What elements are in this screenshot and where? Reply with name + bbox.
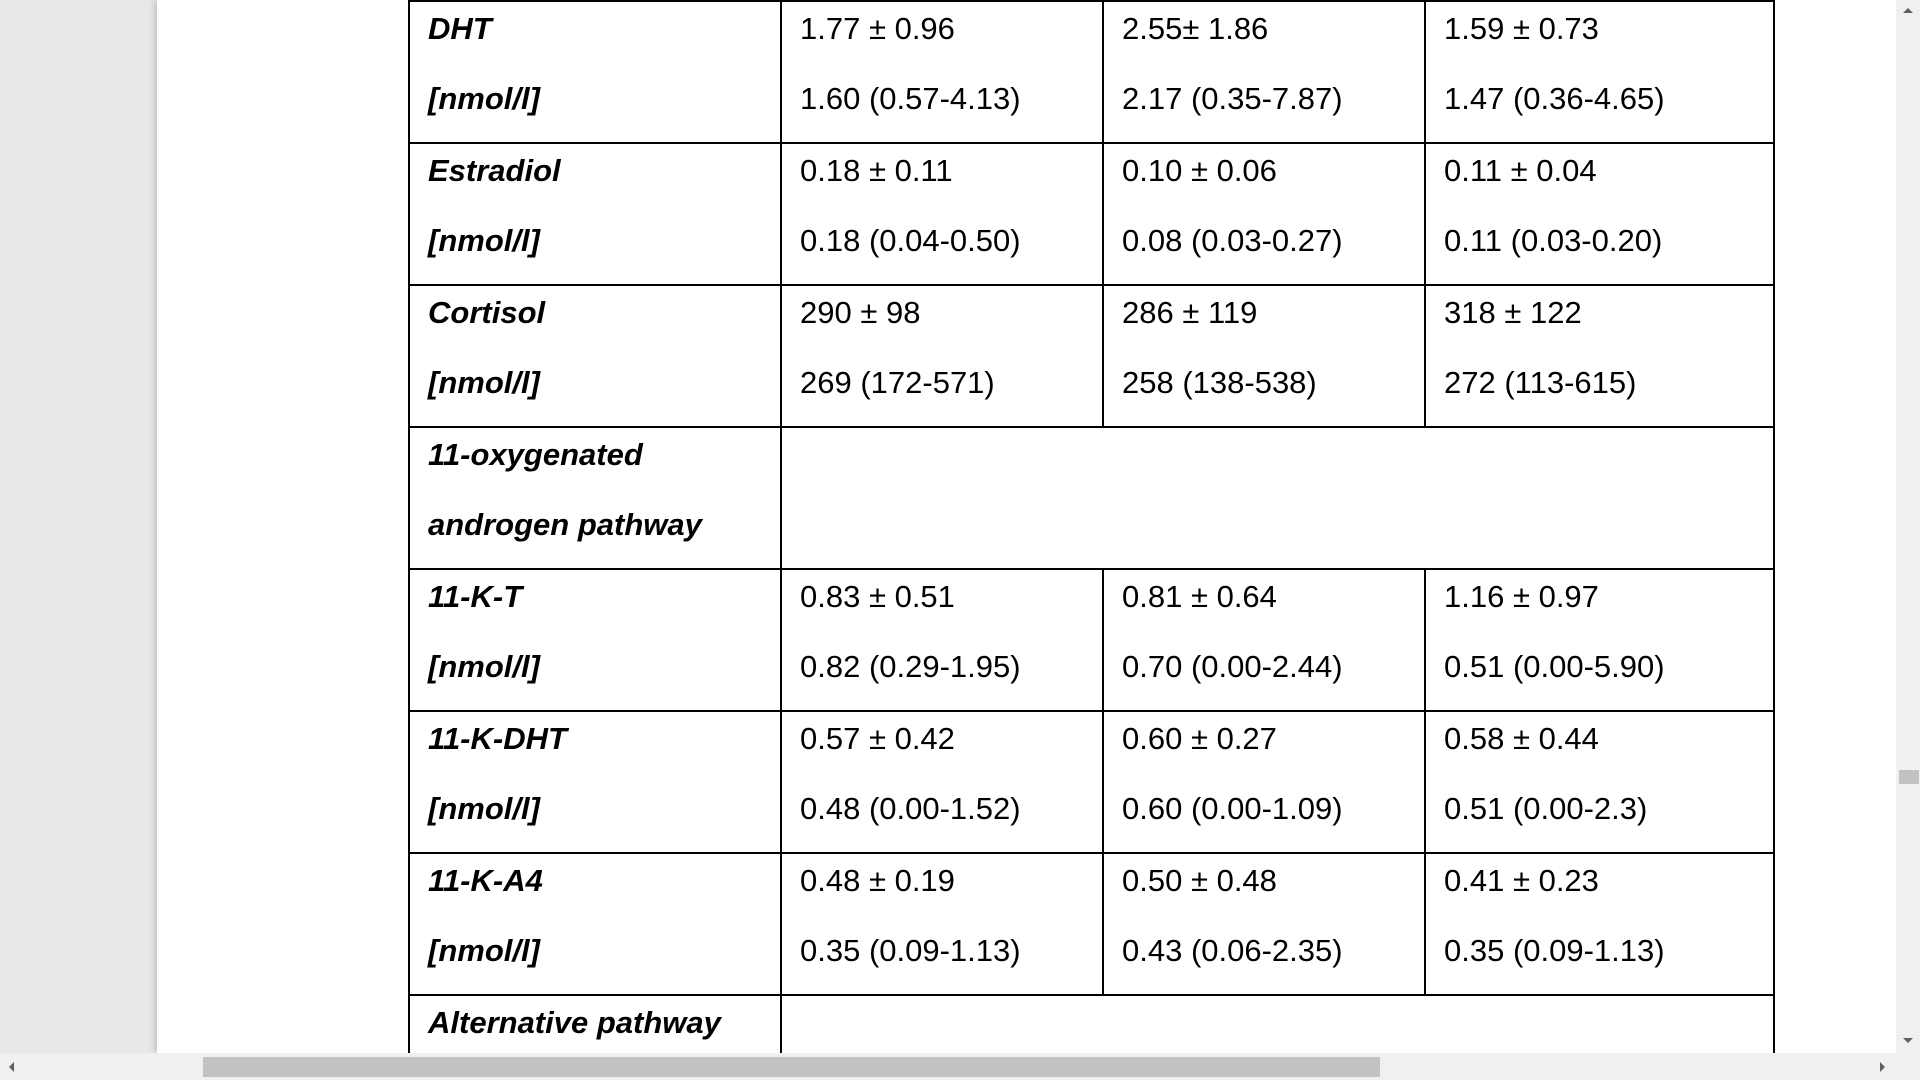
- mean-sd: 0.11 ± 0.04: [1444, 153, 1597, 188]
- mean-sd: 0.18 ± 0.11: [800, 153, 953, 188]
- table-row: Cortisol [nmol/l] 290 ± 98 269 (172-571) 286…: [408, 284, 1775, 428]
- scroll-down-arrow-icon[interactable]: [1903, 1038, 1913, 1043]
- mean-sd: 1.59 ± 0.73: [1444, 11, 1599, 46]
- table-row: 11-K-DHT [nmol/l] 0.57 ± 0.42 0.48 (0.00-1.…: [408, 710, 1775, 854]
- table-row: 11-K-A4 [nmol/l] 0.48 ± 0.19 0.35 (0.09-1.1…: [408, 852, 1775, 996]
- value-cell: 0.41 ± 0.23 0.35 (0.09-1.13): [1424, 852, 1775, 996]
- table-row: Estradiol [nmol/l] 0.18 ± 0.11 0.18 (0.04-0…: [408, 142, 1775, 286]
- value-cell: 318 ± 122 272 (113-615): [1424, 284, 1775, 428]
- row-label-line: DHT: [428, 11, 492, 46]
- mean-sd: 0.58 ± 0.44: [1444, 721, 1599, 756]
- row-label-line: 11-K-A4: [428, 863, 543, 898]
- row-label-line: [nmol/l]: [428, 365, 540, 400]
- median-range: 0.60 (0.00-1.09): [1122, 791, 1343, 826]
- hormone-table: DHT [nmol/l] 1.77 ± 0.96 1.60 (0.57-4.13) 2.…: [408, 0, 1775, 1066]
- value-cell: 2.55± 1.86 2.17 (0.35-7.87): [1102, 0, 1426, 144]
- value-cell: 1.59 ± 0.73 1.47 (0.36-4.65): [1424, 0, 1775, 144]
- median-range: 0.35 (0.09-1.13): [1444, 933, 1665, 968]
- row-label: 11-K-T [nmol/l]: [408, 568, 782, 712]
- mean-sd: 0.81 ± 0.64: [1122, 579, 1277, 614]
- median-range: 0.51 (0.00-5.90): [1444, 649, 1665, 684]
- row-label-line: 11-K-T: [428, 579, 523, 614]
- median-range: 1.47 (0.36-4.65): [1444, 81, 1665, 116]
- median-range: 0.51 (0.00-2.3): [1444, 791, 1648, 826]
- vertical-scrollbar[interactable]: [1896, 0, 1920, 1053]
- value-cell: 0.58 ± 0.44 0.51 (0.00-2.3): [1424, 710, 1775, 854]
- row-label-line: 11-K-DHT: [428, 721, 567, 756]
- scroll-up-arrow-icon[interactable]: [1903, 8, 1913, 13]
- value-cell: 0.10 ± 0.06 0.08 (0.03-0.27): [1102, 142, 1426, 286]
- mean-sd: 1.77 ± 0.96: [800, 11, 955, 46]
- row-label-line: Alternative pathway: [428, 1005, 721, 1040]
- value-cell: 1.16 ± 0.97 0.51 (0.00-5.90): [1424, 568, 1775, 712]
- row-label: DHT [nmol/l]: [408, 0, 782, 144]
- median-range: 0.43 (0.06-2.35): [1122, 933, 1343, 968]
- value-cell: 0.83 ± 0.51 0.82 (0.29-1.95): [780, 568, 1104, 712]
- median-range: 0.11 (0.03-0.20): [1444, 223, 1663, 258]
- mean-sd: 2.55± 1.86: [1122, 11, 1269, 46]
- document-page: DHT [nmol/l] 1.77 ± 0.96 1.60 (0.57-4.13) 2.…: [157, 0, 1896, 1066]
- value-cell: 290 ± 98 269 (172-571): [780, 284, 1104, 428]
- row-label-line: [nmol/l]: [428, 933, 540, 968]
- horizontal-scrollbar[interactable]: [0, 1053, 1920, 1080]
- row-label-line: androgen pathway: [428, 507, 702, 542]
- median-range: 269 (172-571): [800, 365, 995, 400]
- row-label: Estradiol [nmol/l]: [408, 142, 782, 286]
- median-range: 258 (138-538): [1122, 365, 1317, 400]
- value-cell: 0.60 ± 0.27 0.60 (0.00-1.09): [1102, 710, 1426, 854]
- row-label-line: 11-oxygenated: [428, 437, 643, 472]
- mean-sd: 0.83 ± 0.51: [800, 579, 955, 614]
- row-label-line: [nmol/l]: [428, 791, 540, 826]
- value-cell: 0.57 ± 0.42 0.48 (0.00-1.52): [780, 710, 1104, 854]
- median-range: 0.35 (0.09-1.13): [800, 933, 1021, 968]
- median-range: 272 (113-615): [1444, 365, 1637, 400]
- median-range: 0.18 (0.04-0.50): [800, 223, 1021, 258]
- value-cell: 0.48 ± 0.19 0.35 (0.09-1.13): [780, 852, 1104, 996]
- mean-sd: 318 ± 122: [1444, 295, 1582, 330]
- value-cell: 0.11 ± 0.04 0.11 (0.03-0.20): [1424, 142, 1775, 286]
- row-label-line: [nmol/l]: [428, 223, 540, 258]
- median-range: 0.48 (0.00-1.52): [800, 791, 1021, 826]
- table-row: DHT [nmol/l] 1.77 ± 0.96 1.60 (0.57-4.13) 2.…: [408, 0, 1775, 144]
- vertical-scroll-thumb[interactable]: [1899, 770, 1919, 784]
- mean-sd: 290 ± 98: [800, 295, 921, 330]
- mean-sd: 0.60 ± 0.27: [1122, 721, 1277, 756]
- median-range: 1.60 (0.57-4.13): [800, 81, 1021, 116]
- row-label-line: [nmol/l]: [428, 81, 540, 116]
- row-label: 11-K-DHT [nmol/l]: [408, 710, 782, 854]
- value-cell: 0.18 ± 0.11 0.18 (0.04-0.50): [780, 142, 1104, 286]
- mean-sd: 0.48 ± 0.19: [800, 863, 955, 898]
- mean-sd: 0.50 ± 0.48: [1122, 863, 1277, 898]
- median-range: 0.08 (0.03-0.27): [1122, 223, 1343, 258]
- scroll-right-arrow-icon[interactable]: [1880, 1062, 1885, 1072]
- scroll-left-arrow-icon[interactable]: [9, 1062, 14, 1072]
- value-cell: 0.50 ± 0.48 0.43 (0.06-2.35): [1102, 852, 1426, 996]
- row-label-line: Estradiol: [428, 153, 561, 188]
- table-row: 11-K-T [nmol/l] 0.83 ± 0.51 0.82 (0.29-1.95…: [408, 568, 1775, 712]
- value-cell: 1.77 ± 0.96 1.60 (0.57-4.13): [780, 0, 1104, 144]
- section-empty-cell: [780, 426, 1775, 570]
- value-cell: 286 ± 119 258 (138-538): [1102, 284, 1426, 428]
- table-row: 11-oxygenated androgen pathway: [408, 426, 1775, 570]
- median-range: 0.82 (0.29-1.95): [800, 649, 1021, 684]
- mean-sd: 0.41 ± 0.23: [1444, 863, 1599, 898]
- median-range: 2.17 (0.35-7.87): [1122, 81, 1343, 116]
- mean-sd: 0.10 ± 0.06: [1122, 153, 1277, 188]
- median-range: 0.70 (0.00-2.44): [1122, 649, 1343, 684]
- row-label: 11-oxygenated androgen pathway: [408, 426, 782, 570]
- row-label: 11-K-A4 [nmol/l]: [408, 852, 782, 996]
- mean-sd: 0.57 ± 0.42: [800, 721, 955, 756]
- mean-sd: 1.16 ± 0.97: [1444, 579, 1599, 614]
- mean-sd: 286 ± 119: [1122, 295, 1258, 330]
- row-label: Cortisol [nmol/l]: [408, 284, 782, 428]
- value-cell: 0.81 ± 0.64 0.70 (0.00-2.44): [1102, 568, 1426, 712]
- row-label-line: [nmol/l]: [428, 649, 540, 684]
- row-label-line: Cortisol: [428, 295, 546, 330]
- horizontal-scroll-thumb[interactable]: [203, 1057, 1380, 1077]
